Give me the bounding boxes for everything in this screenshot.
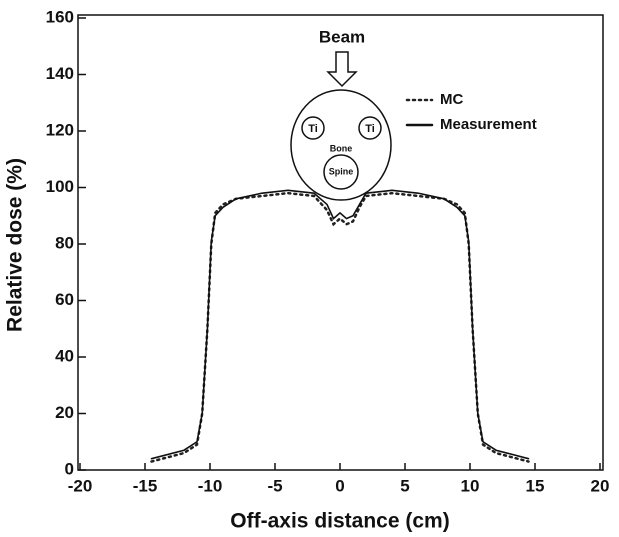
annotation: Ti <box>365 123 375 135</box>
beam-arrow <box>326 51 358 88</box>
y-axis-title: Relative dose (%) <box>4 158 27 332</box>
legend-label: MC <box>440 91 463 108</box>
x-tick-label: 5 <box>400 476 409 495</box>
spine <box>323 154 359 190</box>
x-tick-label: 20 <box>591 476 610 495</box>
y-tick-label: 160 <box>46 7 74 26</box>
annotation: Beam <box>319 27 365 46</box>
legend-label: Measurement <box>440 116 537 133</box>
x-tick-label: -20 <box>68 476 93 495</box>
x-tick-label: -5 <box>267 476 282 495</box>
y-tick-label: 80 <box>55 233 74 252</box>
x-tick-label: 10 <box>461 476 480 495</box>
x-tick-label: -10 <box>198 476 223 495</box>
plot-frame <box>77 14 604 471</box>
x-tick-label: 0 <box>335 476 344 495</box>
x-axis-title: Off-axis distance (cm) <box>230 510 449 533</box>
y-tick-label: 100 <box>46 177 74 196</box>
y-tick-label: 140 <box>46 64 74 83</box>
x-tick-label: 15 <box>526 476 545 495</box>
y-tick-label: 120 <box>46 120 74 139</box>
y-tick-label: 20 <box>55 403 74 422</box>
phantom <box>290 89 392 201</box>
y-tick-label: 0 <box>65 459 74 478</box>
annotation: Spine <box>329 166 354 176</box>
annotation: Ti <box>308 123 318 135</box>
series-line <box>150 189 530 460</box>
annotation: Bone <box>330 143 353 153</box>
y-tick-label: 40 <box>55 346 74 365</box>
x-tick-label: -15 <box>133 476 158 495</box>
ti-right <box>358 116 382 140</box>
inset-diagram <box>290 51 392 201</box>
y-tick-label: 60 <box>55 290 74 309</box>
ti-left <box>301 116 325 140</box>
